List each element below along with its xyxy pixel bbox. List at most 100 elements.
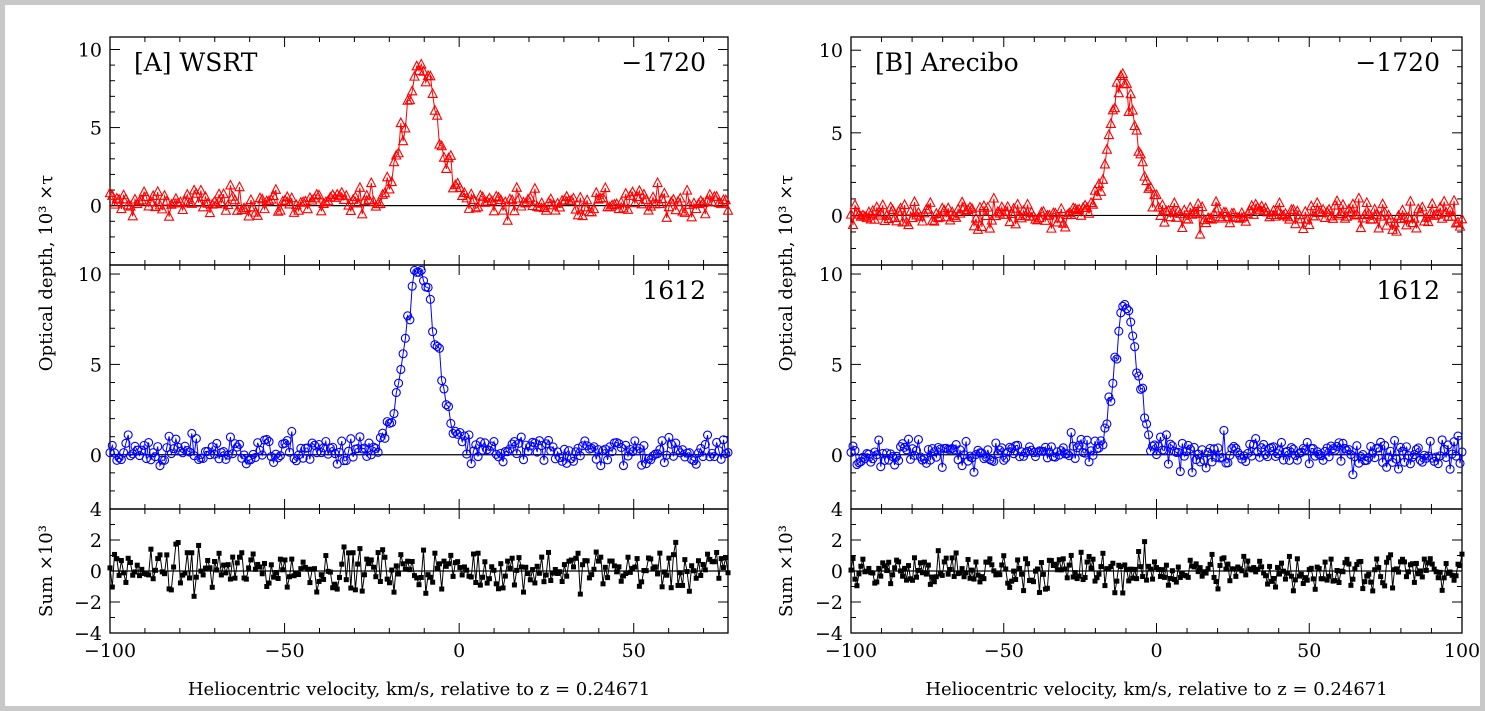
data-point [273,569,279,575]
data-point [1374,443,1384,453]
line-label: −1720 [621,48,706,77]
data-point [1244,204,1256,215]
data-point [1280,568,1286,574]
data-point [1143,182,1154,193]
data-point [134,562,140,568]
data-point [570,203,582,214]
data-point [1084,457,1094,467]
data-point [1382,583,1388,589]
data-point [552,566,558,572]
data-point [872,450,882,460]
data-point [1376,565,1382,571]
data-point [252,209,264,220]
data-point [985,559,991,565]
data-point [1186,208,1198,219]
data-point [512,449,522,459]
data-point [307,438,317,448]
data-point [949,555,955,561]
data-point [516,555,522,561]
y-tick-label: 5 [831,123,843,145]
data-point [409,559,415,565]
data-point [571,564,576,570]
data-point [1193,561,1199,567]
data-point [189,550,195,556]
data-point [1102,419,1112,429]
data-point [1157,573,1163,579]
data-point [1381,219,1393,230]
data-point [1302,575,1308,581]
data-point [475,437,485,447]
data-point [1175,466,1185,477]
y-axis-title: Optical depth, 10³ ×τ [36,175,57,371]
data-point [225,179,236,190]
data-point [1076,434,1086,445]
data-point [1045,222,1057,233]
data-point [1391,454,1402,464]
data-point [670,552,676,558]
y-tick-label: −4 [815,623,843,645]
y-tick-label: 10 [78,264,102,286]
data-point [139,566,145,572]
data-point [698,452,708,462]
data-point [1177,574,1183,580]
data-point [371,564,377,570]
data-point [394,378,404,388]
data-point [961,436,971,446]
data-point [1187,557,1193,563]
data-point [1453,573,1459,579]
data-point [917,560,923,566]
data-point [164,552,170,558]
data-point [1124,306,1134,316]
data-point [228,449,238,459]
data-point [446,418,456,428]
data-point [239,550,245,556]
panel-label: [A] WSRT [134,48,258,77]
data-point [1388,552,1394,558]
data-point [1032,214,1043,225]
data-point [1153,201,1164,212]
data-point [697,196,709,208]
data-point [877,199,889,210]
data-point [352,197,364,208]
data-point [1197,565,1203,571]
data-point [677,570,683,576]
data-point [557,569,563,575]
data-point [1422,215,1434,227]
data-point [221,562,227,568]
data-point [1127,104,1139,115]
y-tick-label: 0 [90,196,102,218]
data-point [264,583,270,589]
data-point [118,558,124,564]
data-point [323,449,333,459]
data-point [932,211,944,223]
data-point [109,584,115,590]
subplot-bottom: −4 −2 0 2 4 −100 −50 0 50 Sum ×10³ [36,499,731,662]
data-point [1431,452,1441,462]
data-point [1001,553,1007,559]
data-point [940,211,952,222]
data-point [418,65,429,76]
data-point [1224,217,1236,228]
data-point [1282,576,1288,582]
data-point [640,193,652,204]
data-point [1136,549,1142,555]
data-point [620,187,632,198]
data-point [1140,413,1150,423]
data-point [524,191,536,202]
data-point [218,187,230,199]
y-tick-label: 0 [831,205,843,227]
data-point [1015,557,1021,563]
data-point [1434,201,1446,212]
data-point [1213,579,1219,585]
data-point [112,551,118,557]
data-point [913,574,919,580]
data-point [1217,562,1223,568]
data-point [1361,196,1373,207]
data-point [349,190,361,202]
data-point [691,568,697,574]
data-point [499,195,511,207]
data-point [670,204,682,215]
data-point [375,550,381,556]
data-point [593,445,604,455]
data-point [1111,76,1123,87]
